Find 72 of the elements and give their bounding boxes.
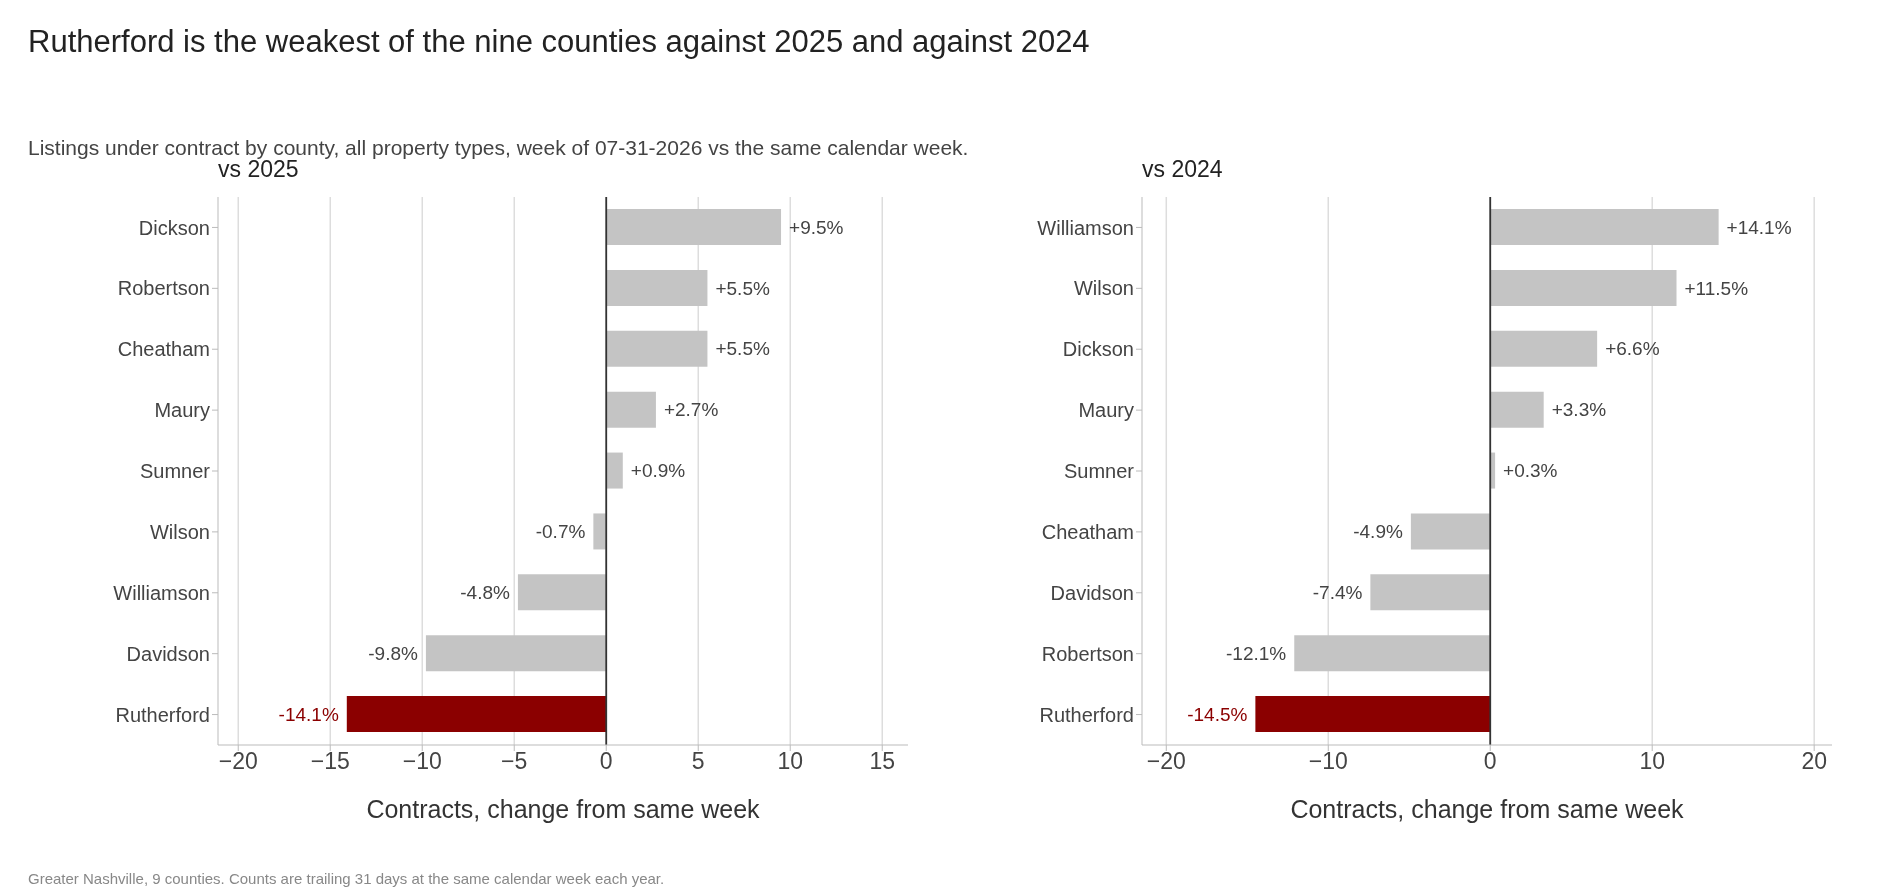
x-axis-title: Contracts, change from same week [365, 794, 761, 825]
x-tick-label: −20 [1146, 748, 1186, 775]
y-tick-label: Dickson [138, 216, 210, 239]
data-label: -0.7% [535, 521, 586, 543]
y-tick-label: Maury [154, 399, 210, 422]
data-label: +3.3% [1551, 399, 1607, 421]
bar [606, 269, 708, 306]
x-axis-title: Contracts, change from same week [1289, 794, 1685, 825]
data-label: +0.9% [630, 460, 686, 482]
data-label: +6.6% [1605, 338, 1660, 360]
data-label: +2.7% [663, 399, 719, 421]
data-label: +5.5% [715, 338, 770, 360]
x-tick-label: −5 [501, 748, 528, 775]
data-label: -4.8% [460, 581, 511, 603]
chart-title: vs 2024 [1142, 156, 1223, 183]
data-label: +14.1% [1726, 216, 1792, 238]
x-tick-label: 5 [691, 748, 705, 775]
bar [425, 635, 607, 672]
y-tick-label: Cheatham [117, 338, 210, 361]
text: Greater Nashville, 9 counties. Counts are trailing 31 days at the same calendar week each year. [28, 870, 665, 887]
bar [593, 513, 607, 550]
bar [1255, 696, 1491, 733]
bar [606, 391, 656, 428]
data-label: -14.1% [278, 703, 339, 725]
y-tick-label: Sumner [1063, 460, 1135, 483]
y-tick-label: Rutherford [1039, 703, 1134, 726]
x-tick-label: −20 [218, 748, 258, 775]
x-tick-label: 15 [869, 748, 896, 775]
y-tick-label: Wilson [149, 520, 210, 543]
bar [1490, 391, 1544, 428]
y-tick-label: Williamson [113, 581, 210, 604]
data-label: +9.5% [789, 216, 844, 238]
data-label: -7.4% [1312, 581, 1363, 603]
bar [1294, 635, 1491, 672]
y-tick-label: Dickson [1062, 338, 1134, 361]
bar [1490, 269, 1677, 306]
x-tick-label: 0 [599, 748, 613, 775]
bar [1490, 209, 1719, 245]
text: Listings under contract by county, all property types, week of 07-31-2026 vs the same calendar week. [28, 136, 969, 160]
data-label: +5.5% [715, 277, 770, 299]
y-tick-label: Davidson [1050, 581, 1134, 604]
data-label: +11.5% [1684, 277, 1749, 299]
bar [346, 696, 607, 733]
bar [1490, 330, 1598, 367]
bar [606, 452, 623, 489]
x-tick-label: −10 [402, 748, 442, 775]
x-tick-label: 10 [777, 748, 804, 775]
y-tick-label: Cheatham [1041, 520, 1134, 543]
bar [517, 574, 607, 611]
x-tick-label: 0 [1483, 748, 1497, 775]
y-tick-label: Williamson [1037, 216, 1134, 239]
y-tick-label: Sumner [139, 460, 211, 483]
y-tick-label: Davidson [126, 642, 210, 665]
bar [1410, 513, 1491, 550]
data-label: -9.8% [368, 642, 419, 664]
bar [1370, 574, 1491, 611]
y-tick-label: Robertson [117, 277, 210, 300]
y-tick-label: Wilson [1073, 277, 1134, 300]
data-label: +0.3% [1503, 460, 1558, 482]
x-tick-label: 20 [1801, 748, 1827, 775]
x-tick-label: −15 [310, 748, 350, 775]
y-tick-label: Maury [1078, 399, 1134, 422]
bar [606, 209, 782, 245]
x-tick-label: 10 [1639, 748, 1666, 775]
data-label: -14.5% [1187, 703, 1248, 725]
y-tick-label: Rutherford [115, 703, 210, 726]
bar [606, 330, 708, 367]
data-label: -12.1% [1226, 642, 1287, 664]
y-tick-label: Robertson [1041, 642, 1134, 665]
x-tick-label: −10 [1308, 748, 1348, 775]
text: Rutherford is the weakest of the nine counties against 2025 and against 2024 [28, 24, 1090, 60]
data-label: -4.9% [1353, 521, 1403, 543]
